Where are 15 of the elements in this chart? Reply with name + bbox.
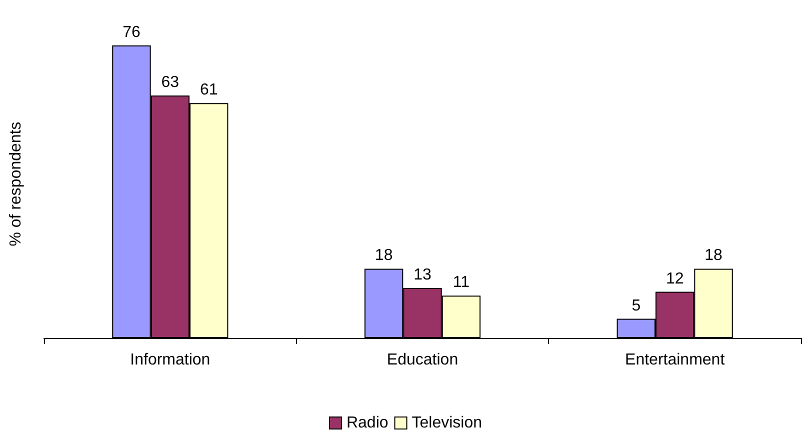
data-label: 11 xyxy=(452,274,470,292)
data-label: 13 xyxy=(414,266,432,284)
y-axis-title: % of respondents xyxy=(8,122,24,246)
legend-label: Radio xyxy=(346,414,388,432)
data-label: 63 xyxy=(161,74,180,91)
data-label: 76 xyxy=(122,24,140,41)
data-label: 5 xyxy=(632,297,641,314)
x-tick-label: Education xyxy=(386,352,458,368)
x-tick-label: Information xyxy=(130,352,210,368)
x-tick-label: Entertainment xyxy=(625,352,726,368)
data-label: 61 xyxy=(200,82,218,99)
data-label: 18 xyxy=(374,247,393,264)
legend-label: Television xyxy=(412,414,482,432)
data-label: 18 xyxy=(704,247,723,264)
data-label: 12 xyxy=(666,270,684,288)
